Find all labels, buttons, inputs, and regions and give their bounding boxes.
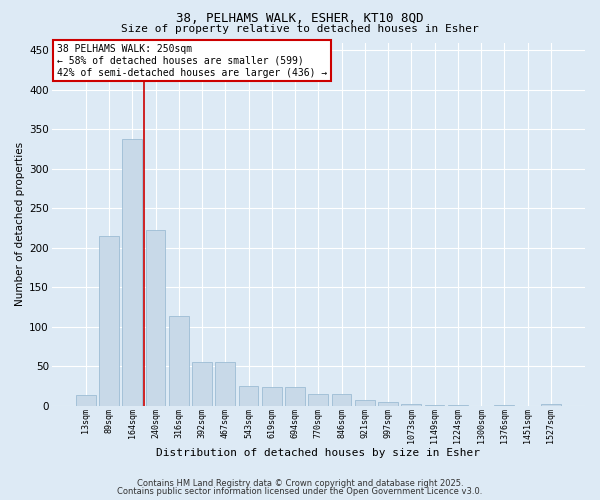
Bar [215, 362, 235, 406]
Bar [401, 404, 421, 406]
Bar [76, 396, 96, 406]
Bar [169, 316, 189, 406]
Bar [425, 405, 445, 406]
Bar [355, 400, 375, 406]
Bar [192, 362, 212, 406]
Bar [308, 394, 328, 406]
X-axis label: Distribution of detached houses by size in Esher: Distribution of detached houses by size … [157, 448, 481, 458]
Y-axis label: Number of detached properties: Number of detached properties [15, 142, 25, 306]
Text: Contains HM Land Registry data © Crown copyright and database right 2025.: Contains HM Land Registry data © Crown c… [137, 478, 463, 488]
Bar [494, 405, 514, 406]
Bar [541, 404, 561, 406]
Bar [378, 402, 398, 406]
Text: 38, PELHAMS WALK, ESHER, KT10 8QD: 38, PELHAMS WALK, ESHER, KT10 8QD [176, 12, 424, 24]
Text: Contains public sector information licensed under the Open Government Licence v3: Contains public sector information licen… [118, 487, 482, 496]
Bar [146, 230, 166, 406]
Bar [99, 236, 119, 406]
Bar [448, 405, 468, 406]
Bar [262, 388, 282, 406]
Bar [285, 388, 305, 406]
Text: 38 PELHAMS WALK: 250sqm
← 58% of detached houses are smaller (599)
42% of semi-d: 38 PELHAMS WALK: 250sqm ← 58% of detache… [57, 44, 327, 78]
Bar [239, 386, 259, 406]
Bar [122, 139, 142, 406]
Bar [332, 394, 352, 406]
Text: Size of property relative to detached houses in Esher: Size of property relative to detached ho… [121, 24, 479, 34]
